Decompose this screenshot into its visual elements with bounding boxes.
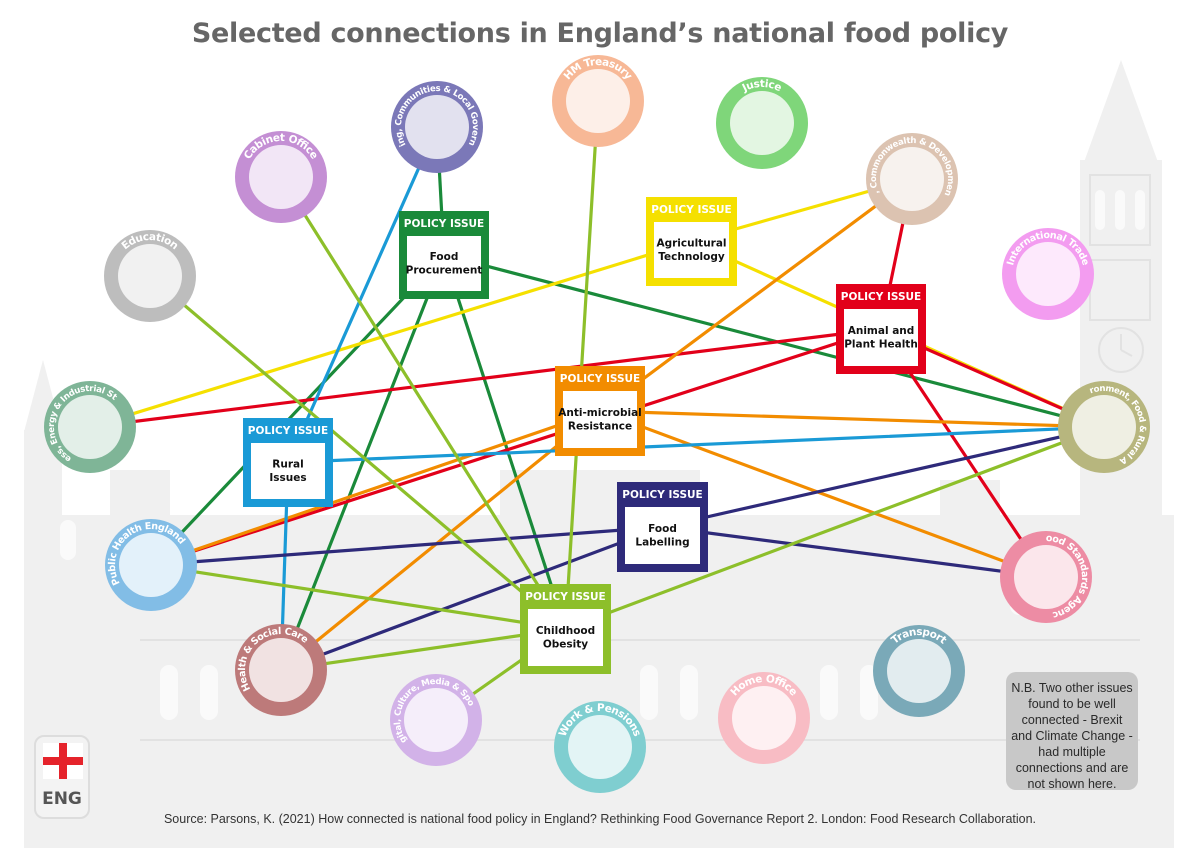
connection-line-antimicrobial_resistance-dhsc	[279, 409, 602, 672]
department-center	[249, 145, 313, 209]
connection-line-childhood_obesity-cabinet	[279, 175, 568, 631]
department-center	[405, 95, 469, 159]
connection-line-antimicrobial_resistance-fsa	[598, 409, 1048, 579]
department-node-trade: International Trade	[1002, 228, 1094, 320]
department-center	[568, 715, 632, 779]
policy-issue-header: POLICY ISSUE	[841, 291, 921, 303]
policy-issue-label: Rural Issues	[269, 458, 306, 484]
policy-issue-rural_issues: POLICY ISSUE Rural Issues	[243, 418, 333, 507]
policy-issue-header: POLICY ISSUE	[404, 218, 484, 230]
connection-line-rural_issues-housing	[286, 125, 439, 465]
connection-line-antimicrobial_resistance-defra	[598, 409, 1106, 429]
policy-issue-header: POLICY ISSUE	[248, 425, 328, 437]
connection-line-food_labelling-fsa	[660, 525, 1048, 579]
connection-line-agricultural_technology-beis	[88, 239, 694, 429]
department-node-dhsc: Health & Social Care	[235, 624, 327, 716]
department-center	[119, 533, 183, 597]
policy-issue-panel	[407, 236, 481, 291]
connection-line-childhood_obesity-phe	[149, 563, 568, 631]
policy-issue-panel	[251, 443, 325, 499]
department-center	[249, 638, 313, 702]
department-center	[730, 91, 794, 155]
policy-issue-header: POLICY ISSUE	[525, 591, 605, 603]
department-center	[404, 688, 468, 752]
policy-issue-childhood_obesity: POLICY ISSUE Childhood Obesity	[520, 584, 611, 674]
policy-issue-header: POLICY ISSUE	[651, 204, 731, 216]
policy-issue-agricultural_technology: POLICY ISSUE Agricultural Technology	[646, 197, 737, 286]
policy-issue-label: Food Procurement	[406, 251, 483, 277]
page-title: Selected connections in England’s nation…	[191, 18, 1009, 49]
department-center	[887, 639, 951, 703]
eng-badge: ENG	[34, 735, 90, 819]
connection-line-food_labelling-phe	[149, 525, 665, 567]
policy-issue-header: POLICY ISSUE	[622, 489, 702, 501]
policy-issue-panel	[844, 309, 918, 366]
policy-issue-animal_plant_health: POLICY ISSUE Animal and Plant Health	[836, 284, 926, 374]
footnote-box: N.B. Two other issues found to be well c…	[1006, 672, 1138, 791]
department-center	[566, 69, 630, 133]
source-citation: Source: Parsons, K. (2021) How connected…	[163, 812, 1037, 826]
connection-line-rural_issues-defra	[286, 425, 1106, 465]
badge-label: ENG	[42, 789, 82, 809]
connection-line-animal_plant_health-phe	[149, 327, 883, 567]
department-center	[732, 686, 796, 750]
policy-issue-panel	[654, 222, 729, 278]
department-label: Transport	[889, 626, 949, 647]
department-node-education: Education	[104, 230, 196, 322]
connection-line-food_labelling-defra	[660, 425, 1106, 529]
department-center	[118, 244, 182, 308]
department-center	[58, 395, 122, 459]
policy-issue-label: Food Labelling	[635, 523, 689, 549]
policy-issue-panel	[563, 391, 637, 448]
connection-line-childhood_obesity-treasury	[563, 99, 600, 631]
policy-issue-label: Anti-microbial Resistance	[558, 407, 642, 433]
department-center	[1072, 395, 1136, 459]
policy-issue-panel	[528, 609, 603, 666]
policy-issue-header: POLICY ISSUE	[560, 373, 640, 385]
connection-line-food_procurement-phe	[149, 253, 446, 567]
connection-line-childhood_obesity-defra	[563, 425, 1106, 631]
department-center	[1014, 545, 1078, 609]
policy-issue-food_labelling: POLICY ISSUE Food Labelling	[617, 482, 708, 572]
department-label: Justice	[739, 78, 783, 95]
connection-line-childhood_obesity-education	[148, 274, 568, 631]
connection-line-antimicrobial_resistance-fcdo	[598, 177, 914, 413]
policy-issue-food_procurement: POLICY ISSUE Food Procurement	[399, 211, 489, 299]
connection-line-antimicrobial_resistance-phe	[149, 409, 602, 567]
connection-line-childhood_obesity-dhsc	[279, 627, 568, 672]
department-center	[880, 147, 944, 211]
department-node-phe: Public Health England	[105, 519, 197, 611]
department-center	[1016, 242, 1080, 306]
connection-line-food_procurement-dhsc	[279, 253, 446, 672]
connection-line-food_labelling-dhsc	[279, 525, 665, 672]
connection-line-animal_plant_health-beis	[88, 327, 883, 429]
department-node-justice: Justice	[716, 77, 808, 169]
policy-issue-label: Childhood Obesity	[536, 625, 595, 651]
policy-issue-antimicrobial_resistance: POLICY ISSUE Anti-microbial Resistance	[555, 366, 645, 456]
department-node-home: Home Office	[718, 672, 810, 764]
policy-issue-label: Animal and Plant Health	[844, 325, 918, 351]
policy-issue-panel	[625, 507, 700, 564]
england-flag-icon	[43, 743, 83, 779]
policy-issue-label: Agricultural Technology	[656, 237, 726, 263]
department-node-transport: Transport	[873, 625, 965, 717]
